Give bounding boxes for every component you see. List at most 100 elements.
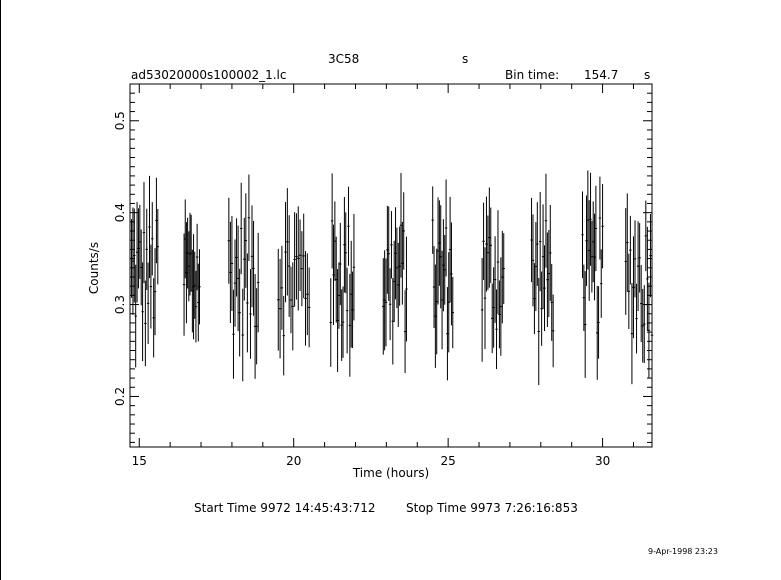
axis-tick-labels: 15 20 25 30 0.2 0.3 0.4 0.5 <box>113 111 610 468</box>
data-point <box>148 175 151 279</box>
data-point <box>450 222 453 326</box>
data-point <box>538 191 542 292</box>
data-point <box>236 225 240 332</box>
data-point <box>397 242 400 327</box>
data-point <box>138 204 142 279</box>
data-point <box>626 193 629 292</box>
data-point <box>227 197 231 284</box>
data-point <box>598 176 602 260</box>
y-tick-label: 0.5 <box>113 111 127 130</box>
data-point <box>134 264 137 368</box>
data-point <box>502 233 505 305</box>
data-point <box>543 245 546 331</box>
data-point <box>583 271 587 378</box>
data-point <box>255 288 258 365</box>
data-point <box>387 206 390 301</box>
data-point <box>448 196 452 303</box>
data-point <box>546 232 549 328</box>
data-point <box>390 211 393 279</box>
data-point <box>302 213 305 299</box>
data-point <box>431 186 434 254</box>
data-point <box>341 286 345 358</box>
data-point <box>550 263 553 341</box>
data-point <box>629 215 632 285</box>
data-point <box>351 271 354 349</box>
data-point <box>344 212 347 294</box>
data-point <box>632 236 635 339</box>
data-point <box>638 223 641 293</box>
data-point <box>229 221 232 324</box>
data-point <box>348 273 352 377</box>
data-point <box>641 288 644 363</box>
data-point <box>643 285 646 364</box>
data-point <box>329 278 332 367</box>
data-point <box>635 283 638 354</box>
data-point <box>304 251 307 346</box>
data-point <box>131 207 135 315</box>
data-point <box>333 201 337 281</box>
data-point <box>489 207 492 284</box>
data-point <box>493 236 497 323</box>
data-point <box>347 186 350 266</box>
data-point <box>246 253 249 353</box>
data-point <box>233 239 237 327</box>
data-point <box>549 205 552 301</box>
data-point <box>133 208 136 303</box>
data-point <box>300 231 304 307</box>
data-point <box>243 217 246 301</box>
bin-time-label: Bin time: <box>505 68 559 82</box>
data-point <box>432 246 436 328</box>
data-point <box>388 268 392 341</box>
data-point <box>195 223 199 291</box>
data-point <box>287 215 291 317</box>
data-point <box>298 219 302 292</box>
data-point <box>249 269 252 359</box>
data-point <box>182 233 186 336</box>
data-point <box>439 205 442 309</box>
data-point <box>444 179 448 277</box>
data-point <box>438 200 441 286</box>
data-point <box>238 268 241 357</box>
data-point <box>130 219 133 298</box>
data-point <box>496 210 500 314</box>
data-point <box>152 278 155 358</box>
data-point <box>252 220 255 316</box>
data-point <box>401 221 404 305</box>
data-point <box>435 248 438 355</box>
data-point <box>442 219 445 312</box>
data-point <box>230 215 234 311</box>
data-point <box>649 213 652 298</box>
data-point <box>394 207 397 300</box>
data-point <box>551 294 555 368</box>
data-point <box>639 265 643 343</box>
data-point <box>585 195 588 286</box>
data-point <box>482 202 485 280</box>
data-point <box>499 257 503 356</box>
data-point <box>256 232 260 333</box>
data-point <box>330 173 334 269</box>
data-point <box>153 248 157 336</box>
data-point <box>498 280 501 349</box>
x-tick-label: 25 <box>441 454 456 468</box>
data-point <box>593 213 596 301</box>
data-point <box>295 213 298 300</box>
data-point <box>384 258 388 347</box>
x-tick-label: 20 <box>286 454 301 468</box>
data-point <box>544 173 548 268</box>
data-point <box>627 253 631 329</box>
data-point <box>536 202 539 286</box>
data-point <box>446 287 449 381</box>
x-axis-label: Time (hours) <box>352 466 429 480</box>
data-point <box>403 290 407 374</box>
data-point <box>501 230 504 324</box>
data-point <box>485 196 488 292</box>
data-point <box>151 202 154 276</box>
data-point <box>352 213 356 321</box>
data-point <box>280 245 284 330</box>
data-point <box>297 206 300 311</box>
data-point <box>337 262 341 329</box>
data-point <box>146 262 150 345</box>
data-point <box>198 249 201 325</box>
data-point <box>155 177 158 264</box>
data-point <box>289 266 293 334</box>
